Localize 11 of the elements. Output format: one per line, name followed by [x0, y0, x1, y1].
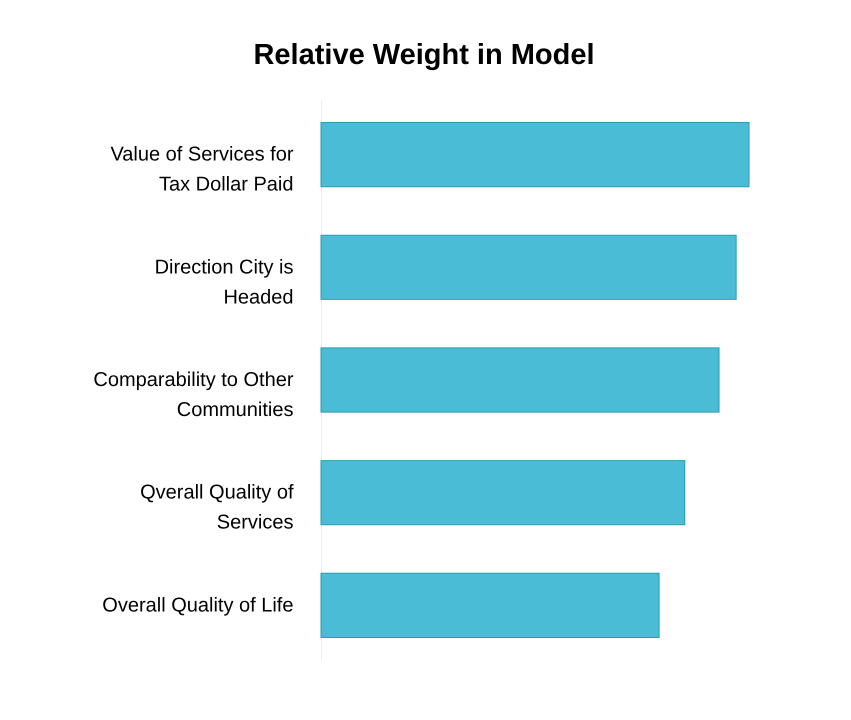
bar	[320, 347, 720, 413]
y-tick-label: Direction City is Headed	[154, 256, 294, 308]
y-tick-label: Overall Quality of Life	[102, 594, 294, 616]
bar	[320, 572, 660, 638]
chart-title: Relative Weight in Model	[253, 39, 595, 71]
y-tick-label: Value of Services for Tax Dollar Paid	[110, 144, 294, 196]
bar	[320, 234, 737, 300]
y-tick-label: Qverall Quality of Services	[140, 482, 294, 534]
bar	[320, 460, 686, 526]
bar	[320, 122, 750, 188]
y-tick-label: Comparability to Other Communities	[93, 369, 294, 421]
